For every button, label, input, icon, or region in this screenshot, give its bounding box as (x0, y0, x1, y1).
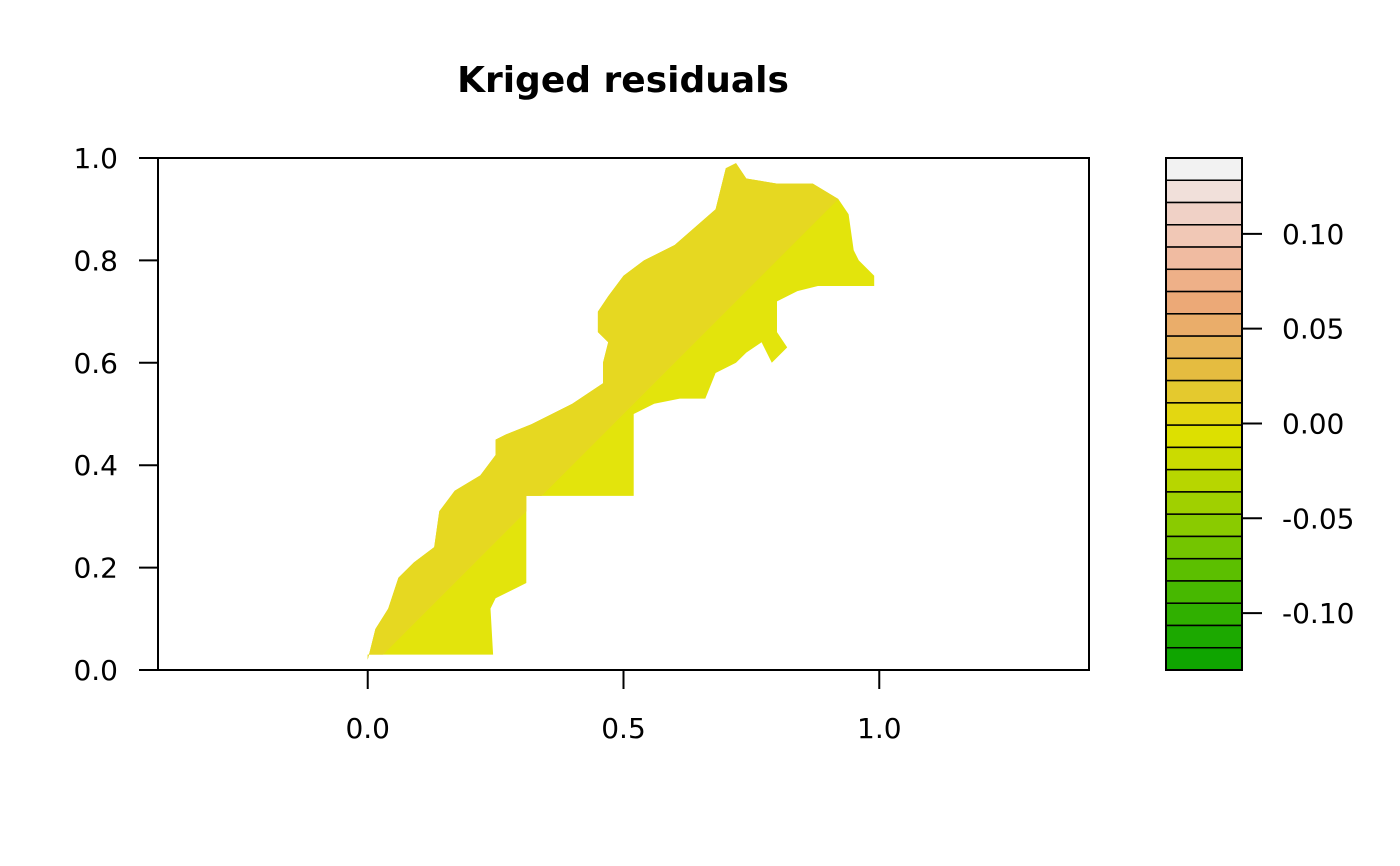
colorbar-swatch (1165, 335, 1243, 360)
y-tick-label: 1.0 (73, 142, 118, 175)
colorbar-legend: 0.10 0.05 0.00 -0.05 -0.10 (1165, 157, 1354, 671)
colorbar-swatch (1165, 268, 1243, 293)
colorbar-swatch (1165, 290, 1243, 315)
colorbar-swatch (1165, 513, 1243, 538)
colorbar-tick-label: -0.05 (1282, 502, 1354, 535)
colorbar-swatch (1165, 491, 1243, 515)
colorbar-tick-label: 0.00 (1282, 407, 1344, 440)
colorbar-swatch (1165, 379, 1243, 404)
colorbar-swatch (1165, 602, 1243, 627)
colorbar-tick-label: 0.10 (1282, 218, 1344, 251)
colorbar-swatch (1165, 157, 1243, 182)
colorbar-swatch (1165, 535, 1243, 560)
colorbar-swatch (1165, 468, 1243, 493)
y-tick-label: 0.8 (73, 244, 118, 277)
y-axis: 0.0 0.2 0.4 0.6 0.8 1.0 (73, 142, 159, 687)
colorbar-swatch (1165, 624, 1243, 649)
colorbar-swatch (1165, 402, 1243, 426)
colorbar-swatch (1165, 646, 1243, 671)
colorbar-swatch (1165, 246, 1243, 271)
x-tick-label: 0.0 (345, 712, 390, 745)
y-tick-label: 0.4 (73, 449, 118, 482)
colorbar-swatch (1165, 357, 1243, 382)
colorbar-swatch (1165, 179, 1243, 204)
colorbar-tick-label: 0.05 (1282, 313, 1344, 346)
colorbar-swatch (1165, 224, 1243, 248)
colorbar-swatch (1165, 424, 1243, 449)
y-tick-label: 0.0 (73, 654, 118, 687)
x-tick-label: 1.0 (857, 712, 902, 745)
colorbar-swatch (1165, 313, 1243, 337)
colorbar-swatch (1165, 201, 1243, 226)
y-tick-label: 0.2 (73, 552, 118, 585)
x-axis: 0.0 0.5 1.0 (345, 669, 902, 745)
y-tick-label: 0.6 (73, 347, 118, 380)
colorbar-swatch (1165, 446, 1243, 471)
x-tick-label: 0.5 (601, 712, 646, 745)
colorbar-frame (1165, 157, 1243, 671)
chart-title: Kriged residuals (457, 60, 789, 101)
colorbar-swatch (1165, 580, 1243, 604)
colorbar-tick-label: -0.10 (1282, 597, 1354, 630)
colorbar-swatch (1165, 557, 1243, 582)
